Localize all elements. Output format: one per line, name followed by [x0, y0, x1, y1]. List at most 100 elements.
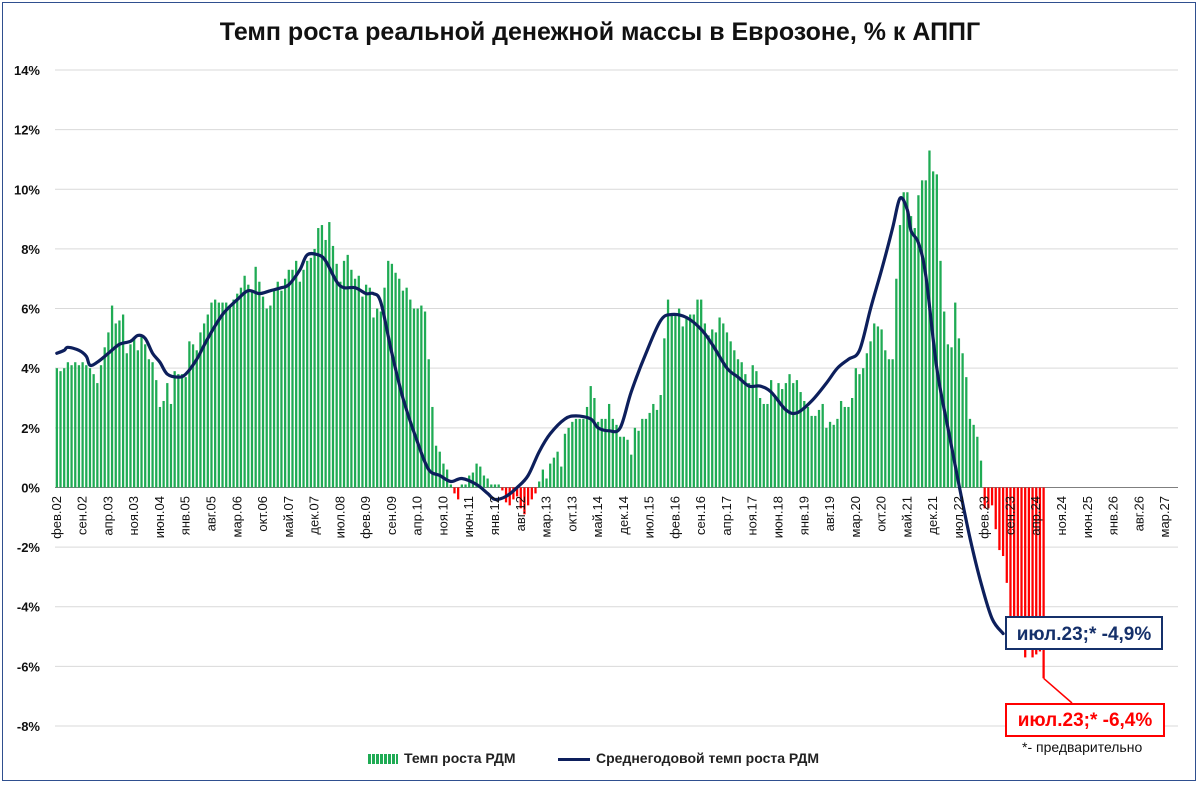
bar	[1009, 487, 1012, 631]
bar	[615, 424, 618, 488]
bar	[549, 463, 552, 488]
y-tick-label: 0%	[21, 480, 40, 495]
average-growth-line	[55, 196, 1005, 636]
bar	[696, 299, 699, 488]
bar	[1042, 487, 1045, 679]
bar	[545, 478, 548, 488]
bar	[998, 487, 1001, 551]
bar	[1020, 487, 1023, 640]
bar	[622, 436, 625, 488]
x-tick-label: янв.12	[487, 496, 502, 535]
x-tick-label: мар.13	[539, 496, 554, 537]
x-tick-label: июн.25	[1080, 496, 1095, 538]
bar	[567, 427, 570, 488]
bar	[107, 332, 110, 488]
bar	[876, 326, 880, 488]
bar	[589, 386, 592, 488]
bar	[633, 427, 637, 488]
legend-line-swatch	[558, 758, 590, 761]
bar	[243, 275, 246, 488]
bar	[519, 487, 522, 509]
bar	[180, 374, 184, 488]
bar	[353, 278, 357, 488]
x-tick-label: сен.23	[1003, 496, 1018, 535]
x-tick-label: июн.18	[771, 496, 786, 538]
bar	[357, 275, 360, 488]
bar	[291, 269, 294, 488]
x-tick-label: июл.22	[951, 496, 966, 538]
bar	[63, 368, 66, 488]
bar	[155, 380, 158, 488]
bar	[221, 302, 224, 488]
bar	[236, 293, 239, 488]
x-tick-label: июл.15	[642, 496, 657, 538]
bar	[114, 323, 117, 488]
bar	[493, 484, 497, 488]
bar	[191, 344, 195, 488]
bar	[295, 260, 298, 488]
bar	[983, 487, 986, 509]
bar	[501, 487, 504, 491]
bar	[652, 403, 655, 488]
x-tick-label: фев.09	[358, 496, 373, 539]
bar	[534, 487, 537, 494]
x-tick-label: апр.24	[1028, 496, 1043, 536]
bar	[195, 350, 198, 488]
bar	[644, 418, 648, 488]
legend-bar-swatch	[368, 754, 398, 764]
bar	[482, 475, 486, 488]
bar	[88, 368, 92, 488]
bar	[228, 305, 232, 488]
bar	[920, 180, 924, 488]
bar	[865, 353, 869, 488]
bar	[578, 418, 581, 488]
bar	[821, 403, 824, 488]
bar	[751, 365, 754, 488]
bar	[917, 195, 920, 488]
bar	[1038, 487, 1042, 652]
bar	[744, 374, 747, 488]
x-tick-label: май.14	[590, 496, 605, 538]
legend: Темп роста РДМ Среднегодовой темп роста …	[0, 750, 1200, 770]
bar	[85, 365, 88, 488]
bar	[961, 353, 964, 488]
bar	[832, 424, 835, 488]
bar	[902, 192, 905, 488]
bar	[394, 272, 397, 488]
legend-line-label: Среднегодовой темп роста РДМ	[596, 750, 819, 766]
bar	[361, 296, 364, 488]
bar	[523, 487, 526, 515]
bar	[1001, 487, 1005, 557]
bar	[666, 299, 670, 488]
bar	[77, 365, 81, 488]
bar	[140, 335, 143, 488]
bar	[560, 466, 563, 488]
x-tick-label: авг.05	[204, 496, 219, 531]
bar	[777, 383, 780, 488]
bar	[814, 415, 817, 488]
bar	[803, 400, 806, 488]
bar	[784, 383, 788, 488]
bar	[1031, 487, 1034, 658]
bar	[508, 487, 511, 506]
bar	[313, 248, 316, 488]
bar	[740, 362, 743, 488]
bar	[405, 287, 408, 488]
bar	[526, 487, 530, 506]
y-tick-labels: 14% 12% 10% 8% 6% 4% 2% 0% -2% -4% -6% -8%	[14, 63, 40, 734]
bar	[895, 278, 898, 488]
bar	[585, 406, 589, 488]
bar	[806, 406, 810, 488]
x-tick-label: дек.21	[925, 496, 940, 535]
bar	[202, 323, 206, 488]
x-tick-label: мар.06	[229, 496, 244, 537]
bar	[412, 308, 416, 488]
bar	[247, 284, 250, 488]
bar	[538, 481, 541, 488]
bar	[1024, 487, 1027, 658]
bar	[457, 487, 460, 500]
bar	[862, 368, 865, 488]
bar	[873, 323, 876, 488]
y-tick-label: -4%	[17, 600, 41, 615]
x-tick-label: окт.13	[564, 496, 579, 532]
